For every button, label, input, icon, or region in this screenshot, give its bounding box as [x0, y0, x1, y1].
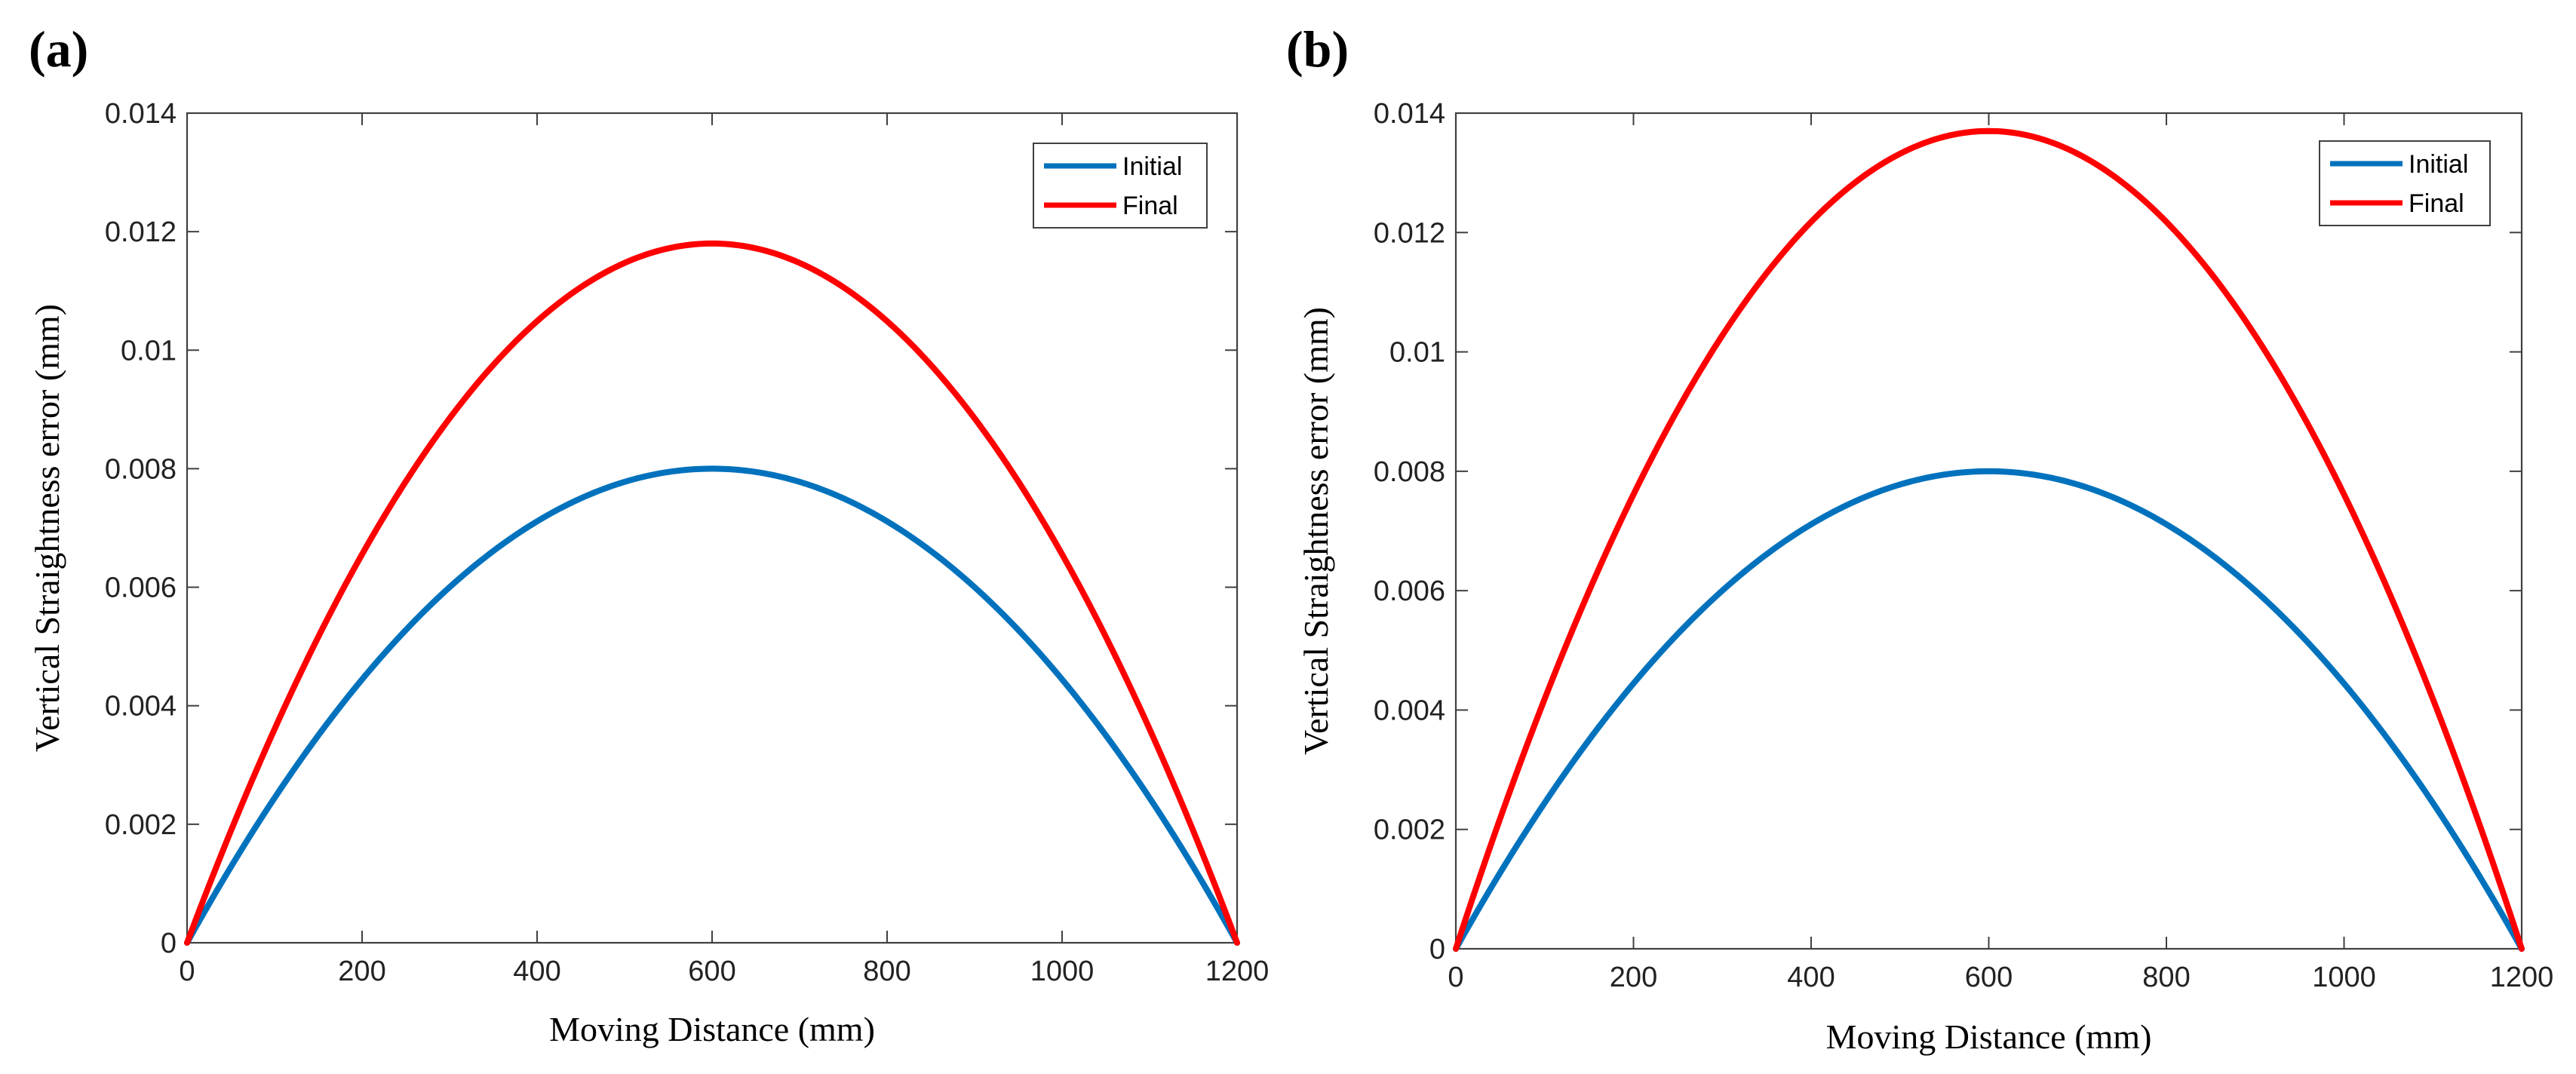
- x-tick-label: 1200: [2490, 962, 2554, 993]
- data-point-final: [972, 431, 977, 435]
- data-point-initial: [1809, 522, 1813, 526]
- data-point-final: [2342, 520, 2347, 525]
- data-point-initial: [2253, 599, 2258, 603]
- legend-box: [1033, 143, 1208, 229]
- legend-label-final: Final: [1122, 192, 1178, 220]
- data-point-initial: [1147, 809, 1152, 814]
- data-point-final: [2075, 152, 2080, 156]
- data-point-final: [272, 746, 277, 750]
- data-point-initial: [1060, 693, 1064, 698]
- y-tick-label: 0.008: [105, 453, 177, 485]
- y-tick-label: 0.004: [1374, 695, 1445, 726]
- data-point-initial: [710, 466, 714, 471]
- x-axis-title: Moving Distance (mm): [549, 1010, 875, 1048]
- chart-panel-a: (a) 0 200 400 600 800 1000 1200 0 0.002 0.004 0.006…: [28, 20, 1269, 1048]
- data-point-final: [2253, 350, 2258, 354]
- data-point-final: [885, 319, 889, 324]
- panel-label: (a): [29, 20, 88, 78]
- y-tick-label: 0: [161, 928, 177, 959]
- data-point-final: [360, 576, 364, 581]
- y-tick-label: 0.012: [105, 216, 177, 248]
- data-point-final: [1809, 219, 1813, 224]
- x-tick-label: 600: [688, 956, 735, 987]
- y-tick-label: 0.012: [1374, 217, 1445, 249]
- data-point-initial: [1543, 814, 1547, 818]
- x-tick-label: 1000: [2312, 962, 2376, 993]
- data-point-initial: [1898, 482, 1902, 486]
- x-tick-label: 200: [1610, 962, 1657, 993]
- data-point-final: [1060, 576, 1064, 581]
- data-point-initial: [972, 595, 977, 600]
- legend-label-final: Final: [2409, 189, 2464, 218]
- x-tick-label: 1200: [1205, 956, 1270, 987]
- legend-label-initial: Initial: [1122, 152, 1182, 181]
- y-tick-label: 0.002: [1374, 815, 1445, 846]
- y-tick-label: 0.006: [1374, 575, 1445, 607]
- data-point-final: [1632, 520, 1636, 525]
- y-axis-title: Vertical Straightness error (mm): [1297, 307, 1335, 755]
- panel-label: (b): [1286, 20, 1349, 78]
- data-point-initial: [360, 693, 364, 698]
- y-tick-label: 0: [1429, 934, 1445, 965]
- y-tick-label: 0.01: [121, 335, 177, 367]
- data-point-initial: [1987, 469, 1991, 474]
- data-point-final: [1147, 746, 1152, 750]
- data-point-final: [185, 941, 189, 945]
- x-tick-label: 400: [1787, 962, 1835, 993]
- x-tick-label: 400: [513, 956, 560, 987]
- series-line-initial: [1453, 468, 2525, 952]
- y-tick-label: 0.004: [105, 691, 177, 723]
- chart-panel-b: (b) 0 200 400 600 800 1000 1200 0 0.002 0.004 0.006…: [1286, 20, 2553, 1056]
- data-point-initial: [2164, 522, 2169, 526]
- data-point-initial: [1720, 599, 1724, 603]
- data-point-initial: [1632, 698, 1636, 702]
- data-point-initial: [797, 480, 802, 484]
- data-point-final: [1235, 941, 1239, 945]
- series-line-final: [184, 240, 1240, 946]
- legend-box: [2319, 140, 2491, 226]
- x-axis-title: Moving Distance (mm): [1826, 1017, 2152, 1056]
- data-point-initial: [885, 519, 889, 523]
- y-tick-label: 0.006: [105, 572, 177, 604]
- data-point-final: [1720, 350, 1724, 354]
- data-point-final: [622, 260, 627, 265]
- data-point-final: [2164, 219, 2169, 224]
- y-tick-label: 0.002: [105, 809, 177, 841]
- legend-label-initial: Initial: [2409, 150, 2468, 179]
- data-point-initial: [447, 595, 452, 600]
- data-point-final: [1543, 719, 1547, 723]
- data-point-initial: [2430, 814, 2435, 818]
- x-tick-label: 800: [2142, 962, 2190, 993]
- y-tick-label: 0.008: [1374, 456, 1445, 488]
- x-tick-label: 1000: [1030, 956, 1095, 987]
- data-point-final: [535, 319, 539, 324]
- data-point-initial: [2075, 482, 2080, 486]
- x-tick-label: 800: [863, 956, 910, 987]
- data-point-final: [447, 431, 452, 435]
- x-tick-label: 0: [179, 956, 195, 987]
- y-tick-label: 0.014: [1374, 98, 1445, 130]
- x-tick-label: 200: [338, 956, 385, 987]
- data-point-initial: [622, 480, 627, 484]
- y-tick-label: 0.014: [105, 98, 177, 130]
- data-point-final: [710, 241, 714, 246]
- series-line-initial: [184, 465, 1240, 946]
- y-tick-label: 0.01: [1389, 337, 1445, 369]
- x-tick-label: 0: [1448, 962, 1463, 993]
- data-point-final: [797, 260, 802, 265]
- data-point-final: [1898, 152, 1902, 156]
- data-point-final: [1987, 129, 1991, 133]
- data-point-initial: [272, 809, 277, 814]
- y-axis-title: Vertical Straightness error (mm): [28, 304, 66, 752]
- data-point-final: [1454, 947, 1458, 951]
- data-point-initial: [2342, 698, 2347, 702]
- x-tick-label: 600: [1965, 962, 2013, 993]
- data-point-initial: [535, 519, 539, 523]
- data-point-final: [2519, 947, 2524, 951]
- series-line-final: [1453, 127, 2525, 952]
- data-point-final: [2430, 719, 2435, 723]
